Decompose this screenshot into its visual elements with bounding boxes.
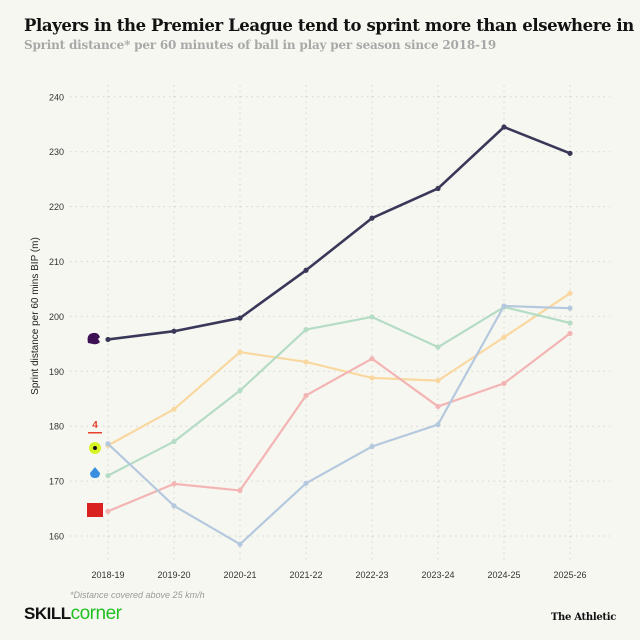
line-chart: 4 160 170 180 190 200 210 220 230 240 2018-19 2019… [30,85,610,580]
data-point [369,443,375,450]
data-point [171,481,177,487]
y-tick-label: 160 [49,532,64,542]
series-line [107,292,571,447]
data-point [501,334,507,340]
data-point [435,185,441,192]
chart-subtitle: Sprint distance* per 60 minutes of ball … [24,38,497,52]
data-point [567,290,573,296]
data-point [435,378,441,384]
x-tick-label: 2023-24 [421,570,454,580]
laliga-wordmark [88,432,102,434]
data-point [237,487,243,494]
y-tick-label: 240 [49,92,64,102]
data-point [303,326,309,333]
x-tick-label: 2022-23 [355,570,388,580]
laliga-logo: 4 [92,420,98,431]
bundesliga-logo [87,503,103,517]
data-point [303,480,309,486]
data-point [237,541,243,547]
data-point [567,305,573,311]
series-line [107,125,571,341]
data-point [369,356,375,362]
data-point [237,315,243,321]
data-point [303,359,309,365]
x-tick-label: 2018-19 [91,570,124,580]
the-athletic-logo: The Athletic [550,612,616,623]
x-tick-label: 2025-26 [553,570,586,580]
data-point [105,441,111,447]
data-point [369,215,375,221]
data-point [303,392,309,399]
data-point [303,267,309,273]
series-line [107,332,571,513]
data-point [567,320,573,326]
series-line [107,305,571,477]
data-point [501,380,507,386]
data-point [369,375,375,381]
data-point [171,406,177,412]
data-point [501,303,507,309]
y-tick-label: 230 [49,147,64,157]
y-tick-label: 170 [49,477,64,487]
y-tick-label: 190 [49,367,64,377]
y-tick-label: 200 [49,312,64,322]
serie-a-logo [90,467,100,478]
data-point [105,508,111,514]
y-tick-label: 220 [49,202,64,212]
x-tick-label: 2020-21 [223,570,256,580]
x-tick-label: 2019-20 [157,570,190,580]
footnote: *Distance covered above 25 km/h [70,590,205,600]
premier-league-logo [87,332,100,345]
x-tick-label: 2021-22 [289,570,322,580]
data-point [567,150,573,156]
skillcorner-logo: SKILLcorner [24,603,122,624]
x-tick-label: 2024-25 [487,570,520,580]
data-point [171,438,177,445]
ligue-1-logo-center [93,446,97,450]
data-point [435,344,441,350]
y-tick-label: 180 [49,422,64,432]
data-point [567,330,573,337]
data-point [435,421,441,428]
data-point [237,349,243,355]
data-point [171,503,177,509]
data-point [501,124,507,130]
chart-title: Players in the Premier League tend to sp… [24,16,640,35]
y-tick-label: 210 [49,257,64,267]
data-point [105,473,111,479]
data-point [105,336,111,343]
data-point [237,387,243,394]
series-line [107,304,571,546]
y-axis-label: Sprint distance per 60 mins BIP (m) [30,237,41,395]
data-point [171,328,177,334]
data-point [435,403,441,410]
data-point [369,314,375,320]
